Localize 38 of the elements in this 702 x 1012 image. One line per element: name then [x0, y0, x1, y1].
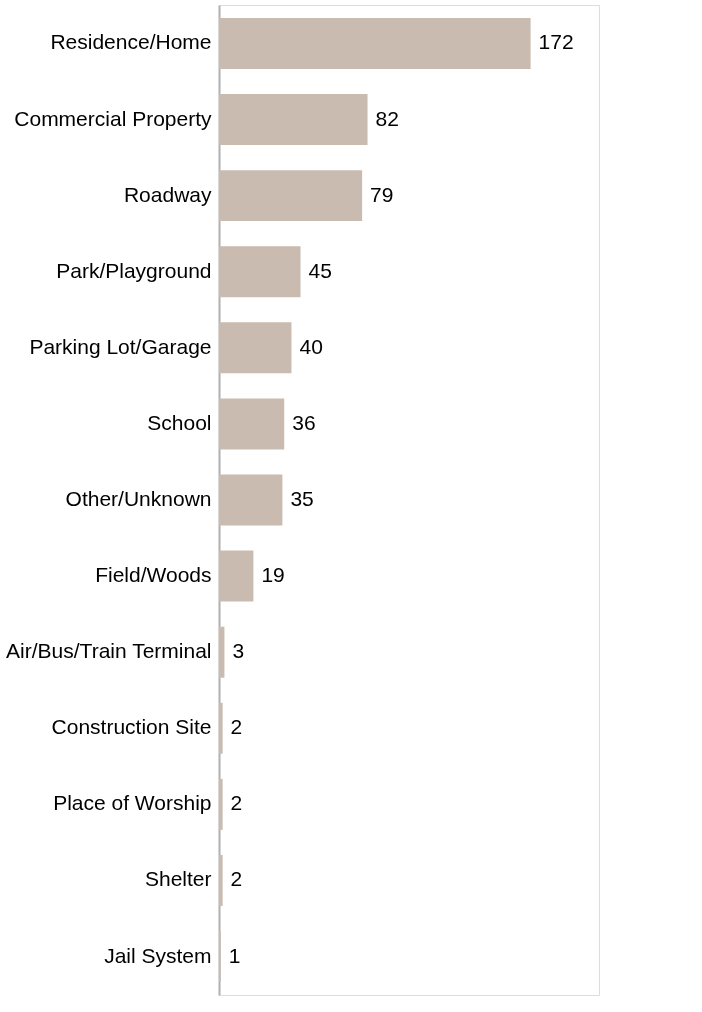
data-label: 45: [308, 258, 332, 282]
data-label: 35: [290, 487, 314, 510]
bar: [219, 474, 283, 526]
data-label: 172: [538, 30, 574, 54]
y-tick-label: Commercial Property: [14, 106, 212, 130]
data-label: 40: [299, 334, 323, 358]
y-tick-label: Jail System: [104, 943, 212, 967]
data-label: 2: [230, 715, 243, 739]
y-tick-label: Residence/Home: [50, 30, 212, 54]
y-tick-label: Construction Site: [51, 715, 212, 739]
y-tick-label: Parking Lot/Garage: [29, 334, 212, 358]
bar: [219, 322, 292, 374]
bar: [219, 854, 223, 906]
data-label: 19: [261, 563, 285, 587]
data-label: 2: [230, 791, 243, 815]
bar: [219, 170, 363, 222]
bar: [219, 550, 254, 602]
data-label: 79: [370, 182, 394, 206]
y-tick-label: Park/Playground: [56, 258, 212, 282]
bar: [219, 702, 223, 754]
bar: [219, 778, 223, 830]
data-label: 3: [232, 639, 245, 663]
data-label: 82: [375, 106, 399, 130]
y-tick-label: Other/Unknown: [65, 487, 212, 510]
data-label: 1: [228, 943, 241, 967]
y-tick-label: Place of Worship: [53, 791, 212, 815]
y-tick-label: Roadway: [123, 182, 212, 206]
y-tick-label: School: [147, 410, 212, 434]
bar: [219, 626, 225, 678]
bar: [219, 398, 285, 450]
y-tick-label: Field/Woods: [95, 563, 212, 587]
y-tick-label: Shelter: [144, 867, 212, 891]
data-label: 2: [230, 867, 243, 891]
y-tick-label: Air/Bus/Train Terminal: [6, 639, 212, 663]
bar: [219, 17, 531, 69]
bar: [219, 246, 301, 298]
bar: [219, 94, 368, 146]
data-label: 36: [292, 410, 316, 434]
